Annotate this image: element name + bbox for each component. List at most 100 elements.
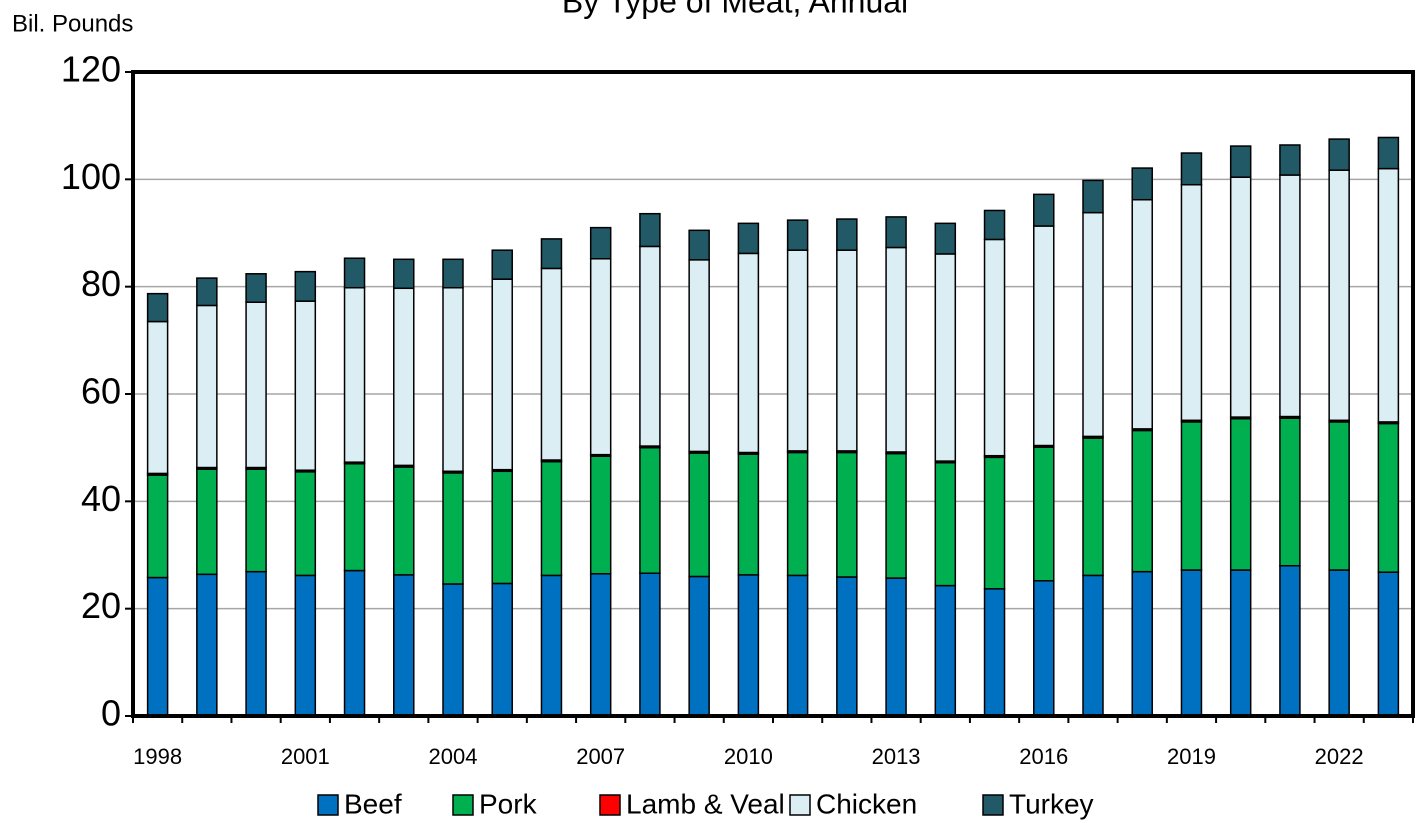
bar-segment xyxy=(1279,417,1301,567)
x-tick-label: 2001 xyxy=(281,744,330,769)
bar-segment xyxy=(688,259,710,453)
legend-label: Pork xyxy=(479,788,538,819)
bar-segment xyxy=(589,226,612,260)
x-tick-label: 2013 xyxy=(872,744,921,769)
bar-segment xyxy=(245,570,267,717)
bar-segment xyxy=(737,453,760,576)
bar-segment xyxy=(491,582,513,717)
x-tick-label: 1998 xyxy=(133,744,182,769)
legend-swatch xyxy=(317,794,339,816)
bar-segment xyxy=(1033,193,1055,227)
bar-segment xyxy=(688,229,710,261)
bar-segment xyxy=(196,468,218,576)
bar-segment xyxy=(1131,570,1153,717)
y-tick-label: 100 xyxy=(61,156,121,197)
bar-segment xyxy=(688,452,710,578)
bar-segment xyxy=(836,218,858,251)
legend-swatch xyxy=(982,794,1004,816)
bar-segment xyxy=(1082,179,1104,214)
bar-segment xyxy=(540,460,563,577)
bar-segment xyxy=(1229,145,1252,178)
bar-segment xyxy=(294,471,317,577)
bar-segment xyxy=(1180,569,1203,717)
bar-segment xyxy=(1229,569,1252,717)
bar-segment xyxy=(639,572,661,717)
bar-segment xyxy=(1082,574,1104,717)
bar-segment xyxy=(491,470,513,585)
legend-swatch xyxy=(789,794,811,816)
bar-segment xyxy=(589,258,612,456)
bar-segment xyxy=(196,304,218,469)
plot-frame xyxy=(131,70,1415,718)
bar-segment xyxy=(1229,417,1252,571)
bar-segment xyxy=(1328,169,1350,422)
bar-segment xyxy=(688,575,710,717)
bar-segment xyxy=(1131,167,1153,201)
bar-segment xyxy=(786,451,809,577)
bar-segment xyxy=(983,238,1006,457)
bar-segment xyxy=(836,451,858,578)
bar-segment xyxy=(786,574,809,717)
bar-segment xyxy=(885,216,907,249)
bar-segment xyxy=(1328,421,1350,571)
bar-segment xyxy=(983,588,1006,717)
bar-segment xyxy=(442,583,464,717)
bar-segment xyxy=(737,574,760,717)
bar-segment xyxy=(343,286,366,463)
bar-segment xyxy=(245,301,267,469)
bar-segment xyxy=(1279,174,1301,418)
legend-swatch xyxy=(599,794,621,816)
bar-segment xyxy=(442,286,464,473)
bar-segment xyxy=(343,257,366,289)
bar-segment xyxy=(983,209,1006,241)
bar-segment xyxy=(393,287,415,467)
bar-segment xyxy=(196,573,218,717)
bar-segment xyxy=(836,576,858,717)
bar-segment xyxy=(934,584,957,717)
bar-segment xyxy=(146,320,169,475)
bar-segment xyxy=(1180,152,1203,186)
bar-segment xyxy=(1328,138,1350,171)
x-tick-label: 2010 xyxy=(724,744,773,769)
bar-segment xyxy=(1131,198,1153,430)
bar-segment xyxy=(885,452,907,579)
bar-segment xyxy=(1377,136,1400,170)
bar-segment xyxy=(1082,211,1104,438)
bar-segment xyxy=(1131,429,1153,573)
bar-segment xyxy=(540,574,563,717)
bar-segment xyxy=(639,245,661,447)
bar-segment xyxy=(146,576,169,717)
y-tick-label: 20 xyxy=(81,585,121,626)
bar-segment xyxy=(1377,571,1400,717)
bar-segment xyxy=(589,573,612,717)
bar-segment xyxy=(639,212,661,248)
bar-segment xyxy=(639,446,661,574)
bar-segment xyxy=(1229,176,1252,418)
bar-segment xyxy=(885,246,907,453)
bar-segment xyxy=(1279,144,1301,176)
bar-segment xyxy=(983,456,1006,590)
x-tick-label: 2022 xyxy=(1315,744,1364,769)
bar-segment xyxy=(786,249,809,452)
bar-segment xyxy=(146,292,169,323)
x-tick-label: 2007 xyxy=(576,744,625,769)
bar-segment xyxy=(393,574,415,717)
bar-segment xyxy=(491,278,513,471)
bar-segment xyxy=(491,249,513,280)
bar-segment xyxy=(393,466,415,576)
bar-segment xyxy=(836,249,858,452)
bar-segment xyxy=(737,252,760,454)
legend-label: Beef xyxy=(344,788,402,819)
bar-segment xyxy=(1033,580,1055,717)
bar-segment xyxy=(934,222,957,255)
bar-segment xyxy=(737,222,760,255)
bar-segment xyxy=(1180,183,1203,422)
bar-segment xyxy=(1279,564,1301,717)
bar-segment xyxy=(1377,167,1400,423)
bar-segment xyxy=(1033,225,1055,447)
x-tick-label: 2019 xyxy=(1167,744,1216,769)
bar-segment xyxy=(442,258,464,289)
bar-segment xyxy=(442,472,464,585)
bar-segment xyxy=(885,577,907,717)
